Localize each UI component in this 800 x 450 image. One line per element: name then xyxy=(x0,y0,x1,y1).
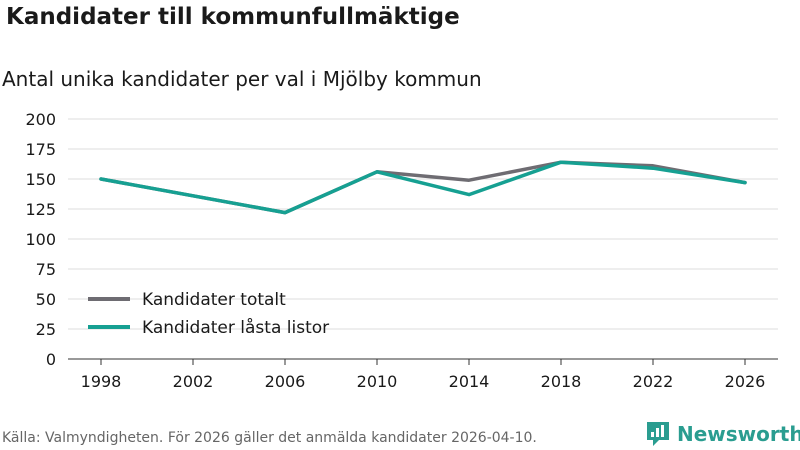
y-tick-label-100: 100 xyxy=(25,230,56,249)
newsworthy-logo-icon xyxy=(647,422,669,446)
brand-logo: Newsworthy xyxy=(645,420,800,448)
x-axis: 1998 2002 2006 2010 2014 2018 2022 2026 xyxy=(68,358,778,391)
x-tick-label-2006: 2006 xyxy=(265,372,306,391)
x-tick-label-1998: 1998 xyxy=(81,372,122,391)
x-tick-label-2022: 2022 xyxy=(633,372,674,391)
y-tick-label-150: 150 xyxy=(25,170,56,189)
y-tick-label-25: 25 xyxy=(36,320,56,339)
series-line-1 xyxy=(99,160,747,215)
chart-subtitle: Antal unika kandidater per val i Mjölby … xyxy=(2,67,482,91)
y-tick-label-50: 50 xyxy=(36,290,56,309)
y-tick-label-75: 75 xyxy=(36,260,56,279)
legend-label-2: Kandidater låsta listor xyxy=(142,317,329,338)
x-tick-label-2010: 2010 xyxy=(357,372,398,391)
line-chart: 0 25 50 75 100 125 150 175 200 1998 2002 2006 2010 2… xyxy=(25,110,778,391)
chart-title: Kandidater till kommunfullmäktige xyxy=(6,4,460,30)
legend-label-1: Kandidater totalt xyxy=(142,290,286,310)
y-tick-label-175: 175 xyxy=(25,140,56,159)
x-tick-label-2002: 2002 xyxy=(173,372,214,391)
x-tick-label-2026: 2026 xyxy=(725,372,766,391)
x-tick-label-2018: 2018 xyxy=(541,372,582,391)
brand-name: Newsworthy xyxy=(677,422,800,446)
y-tick-label-125: 125 xyxy=(25,200,56,219)
series-lines xyxy=(99,160,747,215)
legend: Kandidater totalt Kandidater låsta listor xyxy=(88,290,329,338)
grid-lines xyxy=(68,118,778,330)
y-tick-label-0: 0 xyxy=(46,350,56,369)
series-line-2 xyxy=(99,160,747,215)
source-note: Källa: Valmyndigheten. För 2026 gäller d… xyxy=(2,430,537,446)
x-tick-label-2014: 2014 xyxy=(449,372,490,391)
y-axis-ticks: 0 25 50 75 100 125 150 175 200 xyxy=(25,110,56,369)
y-tick-label-200: 200 xyxy=(25,110,56,129)
